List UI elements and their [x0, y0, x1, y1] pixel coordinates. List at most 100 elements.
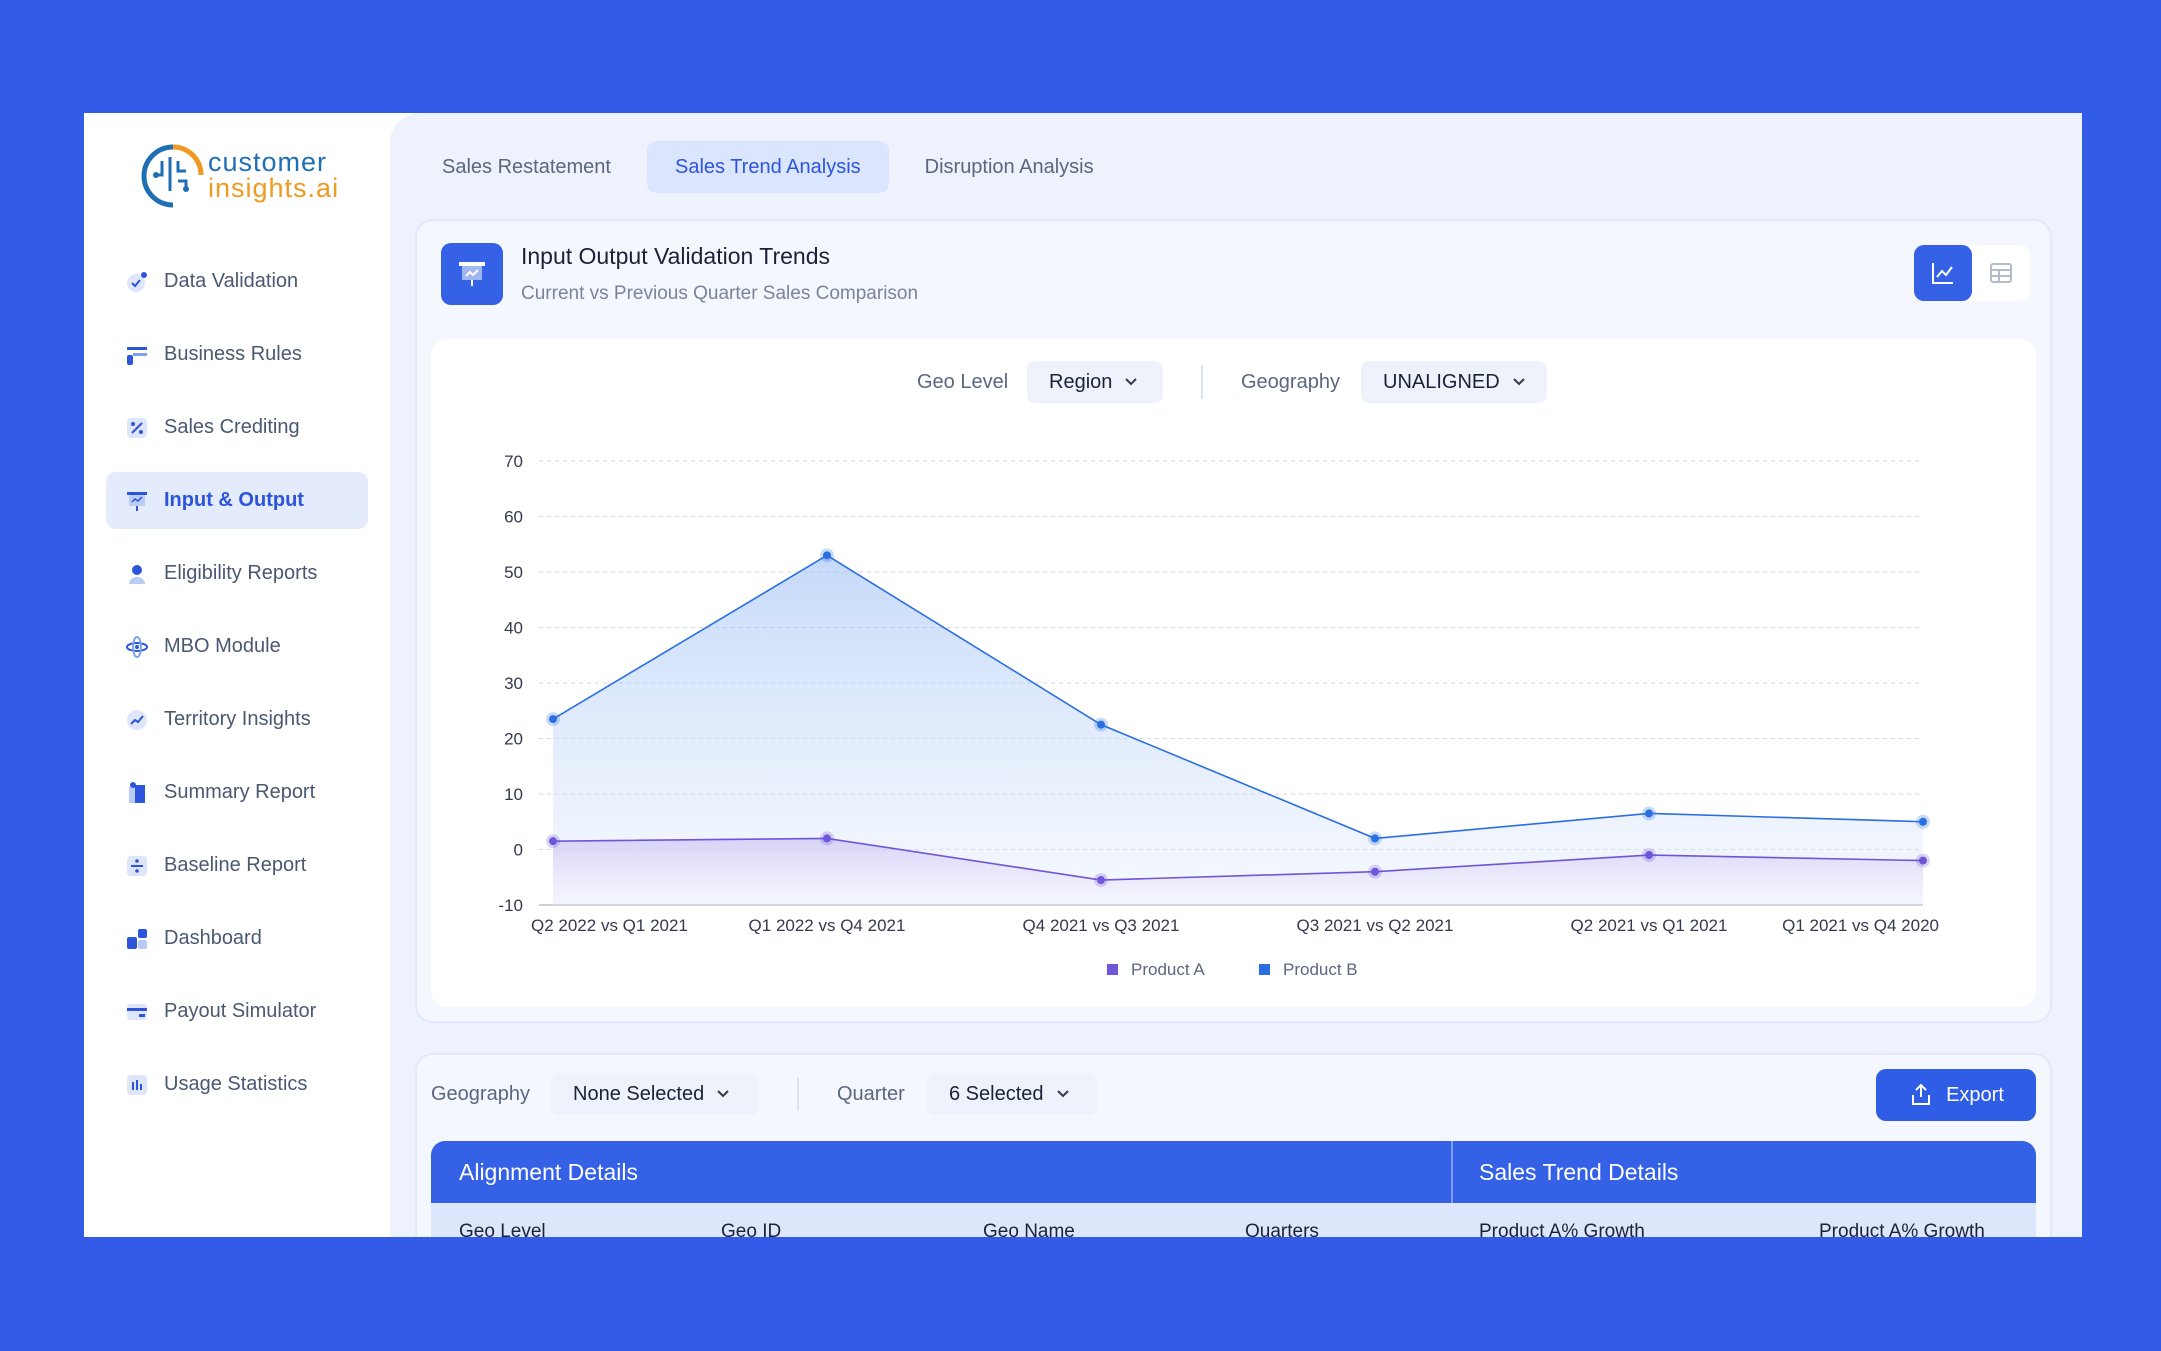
- export-icon: [1912, 1083, 1931, 1105]
- y-tick-label: 0: [514, 841, 523, 860]
- geography-label: Geography: [1241, 370, 1340, 393]
- column-header[interactable]: Geo Name: [983, 1221, 1075, 1237]
- quarter-select[interactable]: 6 Selected: [927, 1073, 1097, 1115]
- card-icon: [124, 999, 150, 1025]
- tab-disruption-analysis[interactable]: Disruption Analysis: [924, 155, 1094, 178]
- sidebar-item-label: Business Rules: [164, 343, 302, 365]
- data-point[interactable]: [823, 834, 831, 843]
- sidebar-item-dashboard[interactable]: Dashboard: [106, 910, 368, 967]
- group-divider: [1451, 1141, 1453, 1203]
- y-tick-label: 20: [504, 730, 523, 749]
- sidebar-item-baseline-report[interactable]: Baseline Report: [106, 837, 368, 894]
- column-header[interactable]: Geo Level: [459, 1221, 546, 1237]
- details-geography-value: None Selected: [573, 1082, 705, 1105]
- data-point[interactable]: [549, 715, 557, 724]
- data-point[interactable]: [1371, 867, 1379, 876]
- column-header[interactable]: Product A% Growth: [1819, 1221, 1985, 1237]
- sidebar-item-label: Territory Insights: [164, 708, 311, 730]
- presentation-icon: [124, 488, 150, 514]
- percent-icon: [124, 415, 150, 441]
- series-area: [553, 838, 1923, 905]
- x-tick-label: Q3 2021 vs Q2 2021: [1297, 916, 1454, 935]
- sidebar-item-usage-statistics[interactable]: Usage Statistics: [106, 1056, 368, 1113]
- y-tick-label: 60: [504, 508, 523, 527]
- x-tick-label: Q2 2022 vs Q1 2021: [531, 916, 688, 935]
- presentation-icon: [441, 243, 503, 305]
- legend-label: Product A: [1131, 960, 1205, 979]
- data-point[interactable]: [1919, 856, 1927, 865]
- y-tick-label: 50: [504, 563, 523, 582]
- quarter-label: Quarter: [837, 1082, 905, 1105]
- data-point[interactable]: [1371, 834, 1379, 843]
- sidebar-nav: Data Validation Business Rules Sales Cre…: [106, 253, 368, 1129]
- brand-line-1: customer: [208, 147, 328, 177]
- sidebar-item-label: Usage Statistics: [164, 1073, 308, 1095]
- geography-select[interactable]: UNALIGNED: [1361, 361, 1547, 403]
- column-header[interactable]: Geo ID: [721, 1221, 782, 1237]
- sidebar-item-business-rules[interactable]: Business Rules: [106, 326, 368, 383]
- sidebar-item-label: Input & Output: [164, 489, 304, 511]
- sidebar-item-territory-insights[interactable]: Territory Insights: [106, 691, 368, 748]
- column-header[interactable]: Product A% Growth: [1479, 1221, 1645, 1237]
- column-header[interactable]: Quarters: [1245, 1221, 1319, 1237]
- sidebar-item-summary-report[interactable]: Summary Report: [106, 764, 368, 821]
- chart-view-button[interactable]: [1914, 245, 1972, 301]
- check-badge-icon: [124, 269, 150, 295]
- table-icon: [1990, 263, 2012, 283]
- x-tick-label: Q1 2022 vs Q4 2021: [749, 916, 906, 935]
- export-button[interactable]: Export: [1876, 1069, 2036, 1121]
- filter-divider: [1201, 365, 1203, 399]
- brand-logo: customer insights.ai: [140, 141, 340, 211]
- series-area: [553, 555, 1923, 905]
- data-point[interactable]: [1919, 817, 1927, 826]
- trend-line-chart: -10 0 10 20 30 40 50 60 70 Q2 2022 vs Q1 2021 Q1 2…: [498, 452, 1939, 979]
- details-geography-select[interactable]: None Selected: [551, 1073, 759, 1115]
- line-chart-icon: [1932, 263, 1953, 284]
- sidebar-item-sales-crediting[interactable]: Sales Crediting: [106, 399, 368, 456]
- filter-divider: [797, 1077, 799, 1111]
- divide-icon: [124, 853, 150, 879]
- legend-label: Product B: [1283, 960, 1358, 979]
- atom-icon: [124, 634, 150, 660]
- chevron-down-icon: [1056, 1090, 1069, 1098]
- tab-sales-restatement[interactable]: Sales Restatement: [442, 155, 611, 178]
- sidebar-item-label: Summary Report: [164, 781, 316, 803]
- tab-bar: Sales Restatement Sales Trend Analysis D…: [414, 141, 1130, 193]
- sidebar-item-payout-simulator[interactable]: Payout Simulator: [106, 983, 368, 1040]
- sidebar-item-label: Dashboard: [164, 927, 262, 949]
- chevron-down-icon: [1512, 378, 1525, 386]
- x-tick-label: Q2 2021 vs Q1 2021: [1571, 916, 1728, 935]
- sidebar-item-label: Payout Simulator: [164, 1000, 317, 1022]
- card-subtitle: Current vs Previous Quarter Sales Compar…: [521, 283, 919, 304]
- sidebar-item-input-output[interactable]: Input & Output: [106, 472, 368, 529]
- geo-level-select[interactable]: Region: [1027, 361, 1163, 403]
- data-point[interactable]: [1097, 876, 1105, 885]
- report-icon: [124, 780, 150, 806]
- chart-filters: Geo Level Region Geography UNALIGNED: [431, 361, 2036, 403]
- tab-sales-trend-analysis[interactable]: Sales Trend Analysis: [646, 141, 889, 193]
- trend-icon: [124, 707, 150, 733]
- view-toggle: [1914, 245, 2030, 301]
- sidebar-item-mbo-module[interactable]: MBO Module: [106, 618, 368, 675]
- data-point[interactable]: [1645, 809, 1653, 818]
- sidebar-item-label: Baseline Report: [164, 854, 307, 876]
- data-point[interactable]: [823, 551, 831, 560]
- sidebar-item-label: Eligibility Reports: [164, 562, 318, 584]
- sidebar-item-label: Data Validation: [164, 270, 299, 292]
- data-point[interactable]: [549, 837, 557, 846]
- series-line: [552, 554, 1924, 840]
- geo-level-value: Region: [1049, 370, 1113, 393]
- y-tick-label: 30: [504, 674, 523, 693]
- sidebar-item-eligibility-reports[interactable]: Eligibility Reports: [106, 545, 368, 602]
- trend-card: Input Output Validation Trends Current v…: [415, 219, 2052, 1023]
- quarter-value: 6 Selected: [949, 1082, 1044, 1105]
- alignment-details-header: Alignment Details: [459, 1158, 638, 1185]
- legend-swatch: [1259, 964, 1270, 975]
- export-label: Export: [1946, 1083, 2004, 1106]
- table-group-header: Alignment Details Sales Trend Details: [431, 1141, 2036, 1203]
- data-point[interactable]: [1645, 851, 1653, 860]
- sidebar-item-data-validation[interactable]: Data Validation: [106, 253, 368, 310]
- details-filters: Geography None Selected Quarter 6 Select…: [431, 1073, 2031, 1115]
- table-view-button[interactable]: [1972, 245, 2030, 301]
- data-point[interactable]: [1097, 720, 1105, 729]
